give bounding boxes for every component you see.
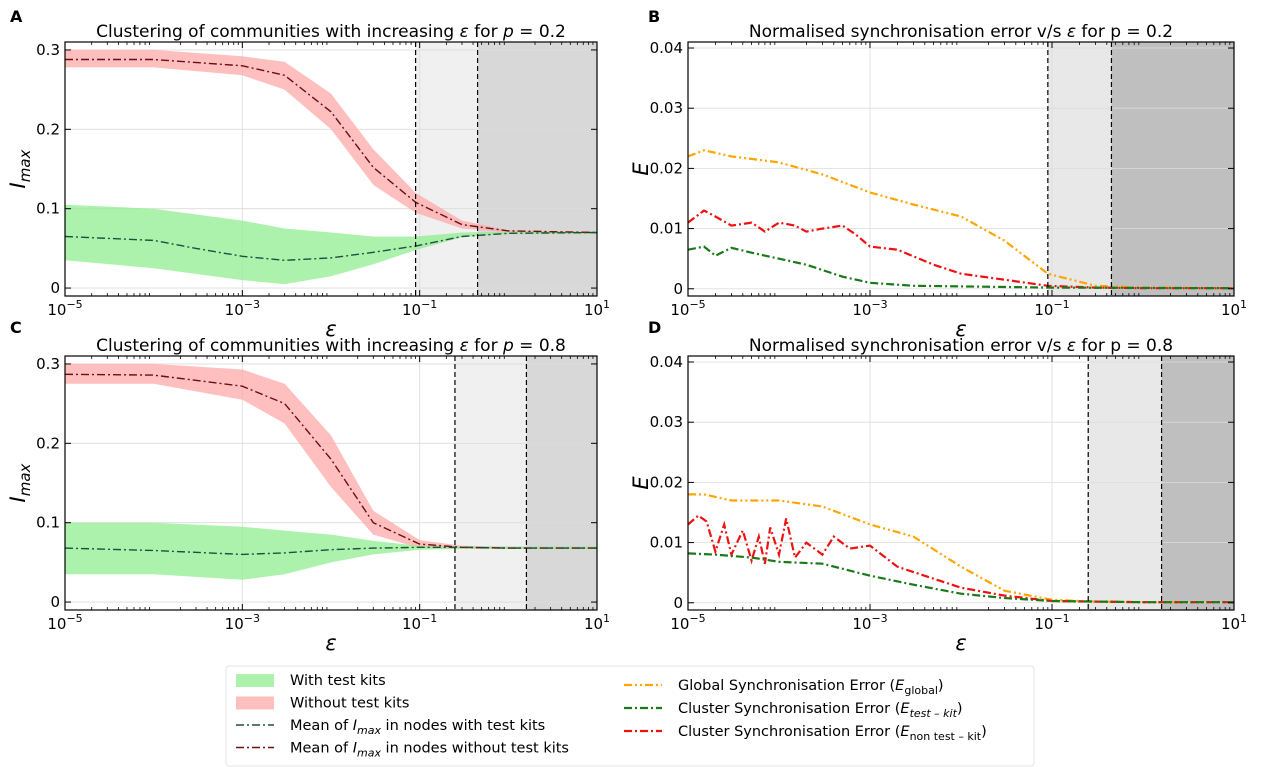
axes-frame [687, 41, 1235, 297]
x-axis-label: ε [325, 317, 336, 341]
x-axis-label: ε [955, 317, 966, 341]
y-tick-label: 0.3 [36, 355, 60, 373]
legend-label: Cluster Synchronisation Error (Etest – k… [678, 701, 963, 720]
panel-letter: D [648, 318, 661, 337]
panel-letter: A [10, 7, 23, 26]
y-tick-label: 0.1 [36, 514, 60, 532]
series-line-1 [688, 493, 1234, 604]
x-tick-label: 10−1 [1034, 298, 1069, 319]
legend-entry-right-3: Cluster Synchronisation Error (Enon test… [624, 724, 987, 743]
shaded-region-2 [526, 356, 597, 610]
band-2 [65, 204, 597, 285]
legend-entry-left-2: Without test kits [236, 696, 409, 712]
y-tick-label: 0.2 [36, 120, 60, 138]
panel-title: Normalised synchronisation error v/s ε f… [749, 22, 1173, 42]
plot-area [65, 42, 597, 296]
legend-swatch [236, 674, 274, 687]
legend-entry-left-1: With test kits [236, 673, 386, 689]
x-tick-label: 101 [584, 612, 610, 633]
y-tick-label: 0.04 [650, 353, 683, 371]
panel-title: Clustering of communities with increasin… [96, 336, 566, 356]
y-axis-label: Imax [6, 149, 34, 188]
shaded-region-1 [454, 356, 527, 610]
x-tick-label: 10−3 [225, 612, 260, 633]
y-tick-label: 0 [673, 594, 683, 612]
legend-entry-right-1: Global Synchronisation Error (Eglobal) [624, 678, 944, 697]
legend-label: With test kits [290, 673, 386, 689]
y-axis-label: E [629, 476, 653, 490]
panel-letter: C [10, 318, 22, 337]
legend-label: Mean of Imax in nodes without test kits [290, 741, 569, 760]
panel-a: 10−5 10−3 10−1 101 0 0.1 0.2 0.3 Clustering of c… [6, 7, 610, 341]
x-tick-label: 101 [584, 298, 610, 319]
legend-swatch [236, 696, 274, 710]
y-tick-label: 0 [673, 280, 683, 298]
y-axis-label: E [629, 162, 653, 176]
axes-frame [687, 355, 1235, 611]
y-tick-label: 0.03 [650, 99, 683, 117]
legend-entry-left-3: Mean of Imax in nodes with test kits [236, 718, 545, 737]
panel-c: 10−5 10−3 10−1 101 0 0.1 0.2 0.3 Clustering of c… [6, 318, 610, 655]
legend-label: Mean of Imax in nodes with test kits [290, 718, 545, 737]
x-tick-label: 101 [1221, 612, 1247, 633]
legend: With test kits Without test kits Mean of I… [225, 665, 1035, 767]
axes-frame [64, 355, 598, 611]
shaded-region-1 [415, 42, 478, 296]
x-tick-label: 10−5 [47, 298, 82, 319]
shaded-region-1 [1088, 356, 1162, 610]
legend-box [225, 665, 1035, 767]
series-line-1 [65, 58, 597, 234]
plot-area [688, 42, 1234, 296]
x-tick-label: 10−5 [670, 298, 705, 319]
panel-d: 10−5 10−3 10−1 101 0 0.01 0.02 0.03 0.04 Normalis… [629, 318, 1247, 655]
y-tick-label: 0 [50, 279, 60, 297]
axes-frame [64, 41, 598, 297]
x-tick-label: 10−3 [852, 298, 887, 319]
y-tick-label: 0.02 [650, 159, 683, 177]
legend-entry-left-4: Mean of Imax in nodes without test kits [236, 741, 569, 760]
shaded-region-2 [1111, 42, 1234, 296]
series-line-2 [688, 514, 1234, 604]
x-tick-label: 101 [1221, 298, 1247, 319]
x-tick-label: 10−1 [1034, 612, 1069, 633]
plot-area [688, 356, 1234, 610]
shaded-region-1 [1047, 42, 1112, 296]
plot-area [65, 356, 597, 610]
y-tick-label: 0.1 [36, 200, 60, 218]
panel-title: Clustering of communities with increasin… [96, 22, 566, 42]
y-tick-label: 0.2 [36, 434, 60, 452]
x-tick-label: 10−1 [402, 612, 437, 633]
y-tick-label: 0.01 [650, 534, 683, 552]
y-tick-label: 0.03 [650, 413, 683, 431]
legend-entry-right-2: Cluster Synchronisation Error (Etest – k… [624, 701, 963, 720]
y-tick-label: 0.04 [650, 39, 683, 57]
x-tick-label: 10−1 [402, 298, 437, 319]
legend-label: Without test kits [290, 696, 409, 712]
y-tick-label: 0 [50, 593, 60, 611]
y-tick-label: 0.01 [650, 220, 683, 238]
x-tick-label: 10−5 [670, 612, 705, 633]
x-tick-label: 10−3 [225, 298, 260, 319]
series-line-1 [65, 373, 597, 549]
panel-letter: B [648, 7, 660, 26]
band-1 [65, 363, 597, 549]
legend-label: Cluster Synchronisation Error (Enon test… [678, 724, 987, 743]
panel-title: Normalised synchronisation error v/s ε f… [749, 336, 1173, 356]
x-tick-label: 10−3 [852, 612, 887, 633]
series-line-1 [688, 149, 1234, 290]
legend-label: Global Synchronisation Error (Eglobal) [678, 678, 944, 697]
shaded-region-2 [477, 42, 597, 296]
y-tick-label: 0.02 [650, 473, 683, 491]
band-2 [65, 522, 597, 580]
shaded-region-2 [1161, 356, 1234, 610]
series-line-2 [688, 209, 1234, 290]
y-tick-label: 0.3 [36, 41, 60, 59]
panel-b: 10−5 10−3 10−1 101 0 0.01 0.02 0.03 0.04 Normalis… [629, 7, 1247, 341]
x-axis-label: ε [955, 631, 966, 655]
x-tick-label: 10−5 [47, 612, 82, 633]
series-line-2 [65, 546, 597, 556]
y-axis-label: Imax [6, 463, 34, 502]
x-axis-label: ε [325, 631, 336, 655]
